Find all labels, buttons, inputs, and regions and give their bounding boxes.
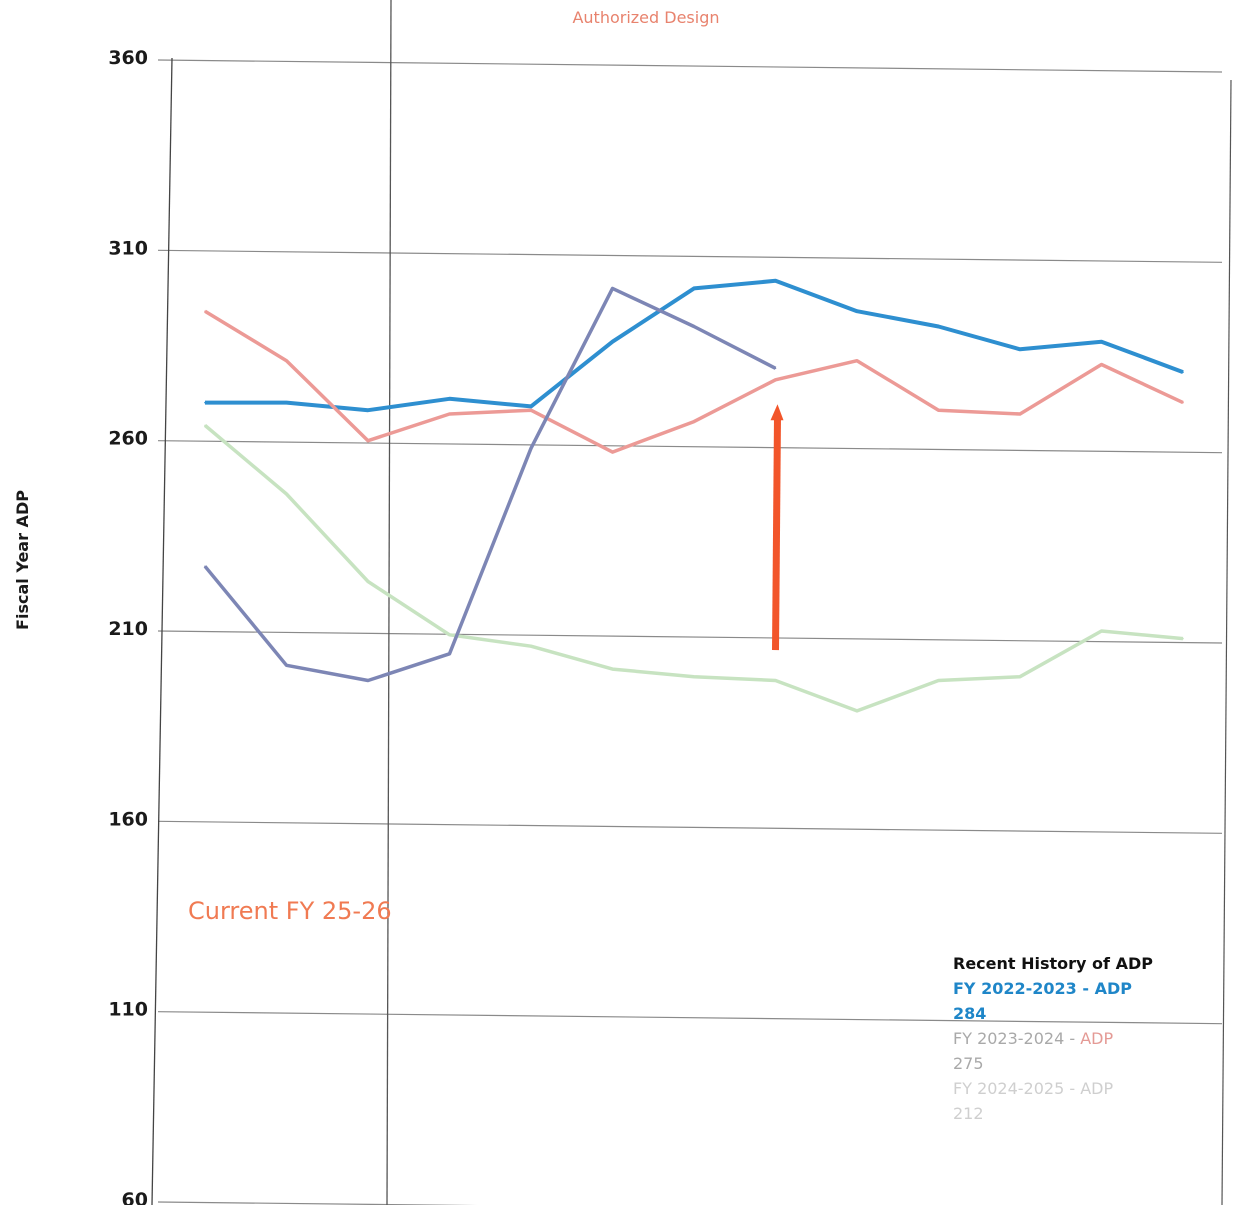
data-point [204,565,206,568]
data-point [530,645,532,648]
data-point [774,679,777,682]
data-point [1182,637,1184,640]
data-point [367,679,369,682]
data-point [693,675,695,678]
data-point [1100,363,1103,366]
data-point [367,439,369,442]
authorized-design-label: Authorized Design [572,8,719,27]
increase-arrow [770,404,784,651]
gridline [157,1011,1223,1025]
y-axis-label: Fiscal Year ADP [13,490,32,630]
data-point [285,401,288,404]
data-point [856,710,858,712]
data-point [285,493,288,495]
data-point [530,447,532,450]
data-point [204,424,206,427]
current-fy-label: Current FY 25-26 [188,897,392,925]
data-point [611,668,614,670]
right-border-line [1221,79,1232,1205]
gridline [157,249,1223,263]
gridline [157,1201,478,1205]
legend-line: FY 2024-2025 - ADP [953,1079,1113,1098]
legend: Recent History of ADP FY 2022-2023 - ADP… [953,954,1153,1123]
series-line-3 [203,424,1184,713]
series-line-1 [205,278,1184,413]
data-point [856,359,858,362]
legend-line: 284 [953,1004,986,1023]
data-point [530,405,532,408]
legend-line: FY 2023-2024 - ADP [953,1029,1113,1048]
data-point [448,413,451,415]
series-line-2 [204,309,1184,454]
data-point [693,325,695,328]
data-point [367,409,369,412]
current-month-marker-line [386,0,392,1205]
data-point [1182,371,1184,373]
data-point [611,340,614,343]
arrow-shaft [772,416,781,651]
data-point [774,378,777,381]
gridline [157,630,1223,644]
data-point [693,287,695,290]
data-point [1019,413,1021,415]
data-point [611,451,614,453]
gridline [157,820,1223,834]
data-point [1182,401,1184,404]
data-point [1019,675,1021,678]
grid-lines [157,59,1223,1205]
data-point [204,401,206,404]
data-point [937,679,940,682]
series-line-4 [203,286,777,683]
y-tick-label: 60 [122,1189,148,1205]
legend-line: 275 [953,1054,984,1073]
data-point [530,409,532,412]
data-point [367,580,369,583]
data-point [1100,630,1103,632]
arrow-head [770,404,784,421]
data-point [285,359,288,362]
data-point [611,287,614,290]
y-axis-line [151,57,173,1205]
legend-line: FY 2022-2023 - ADP [953,979,1132,998]
data-point [774,279,777,282]
data-point [285,664,288,667]
y-tick-label: 360 [108,47,148,69]
legend-title: Recent History of ADP [953,954,1153,973]
y-tick-label: 310 [108,237,148,259]
series-lines [203,278,1184,713]
data-point [937,325,940,328]
data-point [856,310,858,313]
legend-line: 212 [953,1104,984,1123]
gridline [157,59,1223,73]
data-point [693,420,695,423]
y-tick-labels: 360 310 260 210 160 110 60 [108,47,148,1205]
data-point [204,310,206,313]
axes [151,0,1232,1205]
data-point [448,653,451,655]
data-point [448,397,451,400]
y-tick-label: 260 [108,428,148,450]
data-point [1019,348,1021,351]
gridline [157,440,1223,454]
y-tick-label: 110 [108,999,148,1021]
y-tick-label: 160 [108,808,148,830]
data-point [774,367,777,370]
data-point [448,634,451,636]
data-point [1100,340,1103,343]
data-point [937,409,940,412]
y-tick-label: 210 [108,618,148,640]
